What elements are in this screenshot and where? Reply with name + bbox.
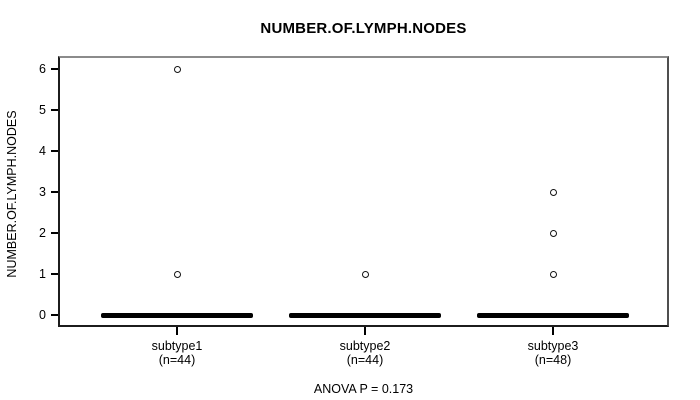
y-axis-tick (51, 232, 58, 234)
y-tick-label: 6 (39, 62, 46, 76)
x-axis-tick (364, 327, 366, 335)
y-axis-title: NUMBER.OF.LYMPH.NODES (5, 110, 19, 278)
y-axis-tick (51, 68, 58, 70)
outlier-point (549, 270, 557, 278)
y-axis-tick (51, 150, 58, 152)
anova-annotation: ANOVA P = 0.173 (313, 382, 414, 396)
sample-size-label: (n=44) (158, 353, 196, 367)
x-axis-tick (552, 327, 554, 335)
y-tick-label: 0 (39, 308, 46, 322)
chart-title: NUMBER.OF.LYMPH.NODES (260, 20, 467, 37)
y-tick-label: 3 (39, 185, 46, 199)
outlier-point (173, 270, 181, 278)
y-axis-tick (51, 109, 58, 111)
outlier-point (361, 270, 369, 278)
outlier-point (549, 188, 557, 196)
median-bar (101, 312, 253, 318)
sample-size-label: (n=44) (346, 353, 384, 367)
y-tick-label: 1 (39, 267, 46, 281)
median-bar (289, 312, 441, 318)
outlier-point (173, 65, 181, 73)
x-category-label: subtype2 (n=44) (295, 339, 435, 367)
group-name-label: subtype3 (527, 339, 579, 353)
group-name-label: subtype2 (339, 339, 391, 353)
x-axis-tick (176, 327, 178, 335)
y-axis-tick (51, 273, 58, 275)
sample-size-label: (n=48) (534, 353, 572, 367)
x-category-label: subtype1 (n=44) (107, 339, 247, 367)
outlier-point (549, 229, 557, 237)
y-tick-label: 2 (39, 226, 46, 240)
x-category-label: subtype3 (n=48) (483, 339, 623, 367)
y-tick-label: 4 (39, 144, 46, 158)
y-axis-tick (51, 314, 58, 316)
plot-area-frame (58, 56, 669, 327)
y-tick-label: 5 (39, 103, 46, 117)
y-axis-tick (51, 191, 58, 193)
median-bar (477, 312, 629, 318)
group-name-label: subtype1 (151, 339, 203, 353)
